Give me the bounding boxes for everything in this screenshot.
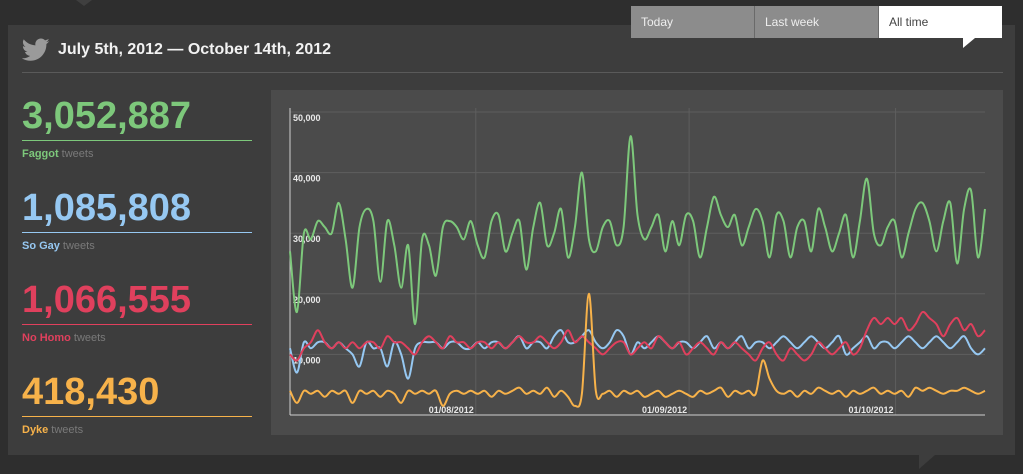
x-tick-label: 01/10/2012 <box>848 405 893 415</box>
stat-term: Dyke <box>22 424 49 436</box>
stat-count: 1,066,555 <box>22 279 192 321</box>
date-range-title: July 5th, 2012 — October 14th, 2012 <box>58 41 332 58</box>
chart-canvas: 10,000 20,000 30,000 40,000 50,000 01/08/2012… <box>289 108 986 416</box>
stat-term: Faggot <box>22 148 59 160</box>
series-line-so-gay <box>289 329 986 380</box>
panel-header: July 5th, 2012 — October 14th, 2012 <box>22 38 1003 73</box>
stat-count: 418,430 <box>22 371 160 413</box>
stat-count: 1,085,808 <box>22 187 192 229</box>
y-tick-label: 20,000 <box>293 295 321 305</box>
stat-divider <box>22 324 252 325</box>
series-line-no-homo <box>289 310 986 362</box>
top-pointer <box>76 0 92 6</box>
stat-suffix: tweets <box>62 240 95 252</box>
stat-faggot: 3,052,887 Faggot tweets <box>22 95 252 160</box>
stat-no-homo: 1,066,555 No Homo tweets <box>22 279 252 344</box>
stat-divider <box>22 416 252 417</box>
series-line-faggot <box>289 135 986 326</box>
series-line-dyke <box>289 292 986 408</box>
stat-suffix: tweets <box>51 424 84 436</box>
bottom-pointer <box>919 455 935 469</box>
y-tick-label: 40,000 <box>293 174 321 184</box>
stat-term: No Homo <box>22 332 71 344</box>
stat-suffix: tweets <box>73 332 106 344</box>
y-tick-label: 10,000 <box>293 355 321 365</box>
y-tick-label: 50,000 <box>293 113 321 123</box>
stat-term: So Gay <box>22 240 60 252</box>
stat-divider <box>22 140 252 141</box>
tab-all-time[interactable]: All time <box>879 6 1002 48</box>
stat-suffix: tweets <box>61 148 94 160</box>
tab-today[interactable]: Today <box>631 6 755 38</box>
y-tick-label: 30,000 <box>293 234 321 244</box>
stat-divider <box>22 232 252 233</box>
x-tick-label: 01/09/2012 <box>642 405 687 415</box>
twitter-bird-icon <box>22 38 50 61</box>
time-range-tabs: Today Last week All time <box>631 6 1002 48</box>
stat-count: 3,052,887 <box>22 95 192 137</box>
x-tick-label: 01/08/2012 <box>429 405 474 415</box>
tweets-line-chart: 10,000 20,000 30,000 40,000 50,000 01/08/2012… <box>271 90 1003 435</box>
stat-so-gay: 1,085,808 So Gay tweets <box>22 187 252 252</box>
tab-last-week[interactable]: Last week <box>755 6 879 38</box>
stat-dyke: 418,430 Dyke tweets <box>22 371 252 436</box>
